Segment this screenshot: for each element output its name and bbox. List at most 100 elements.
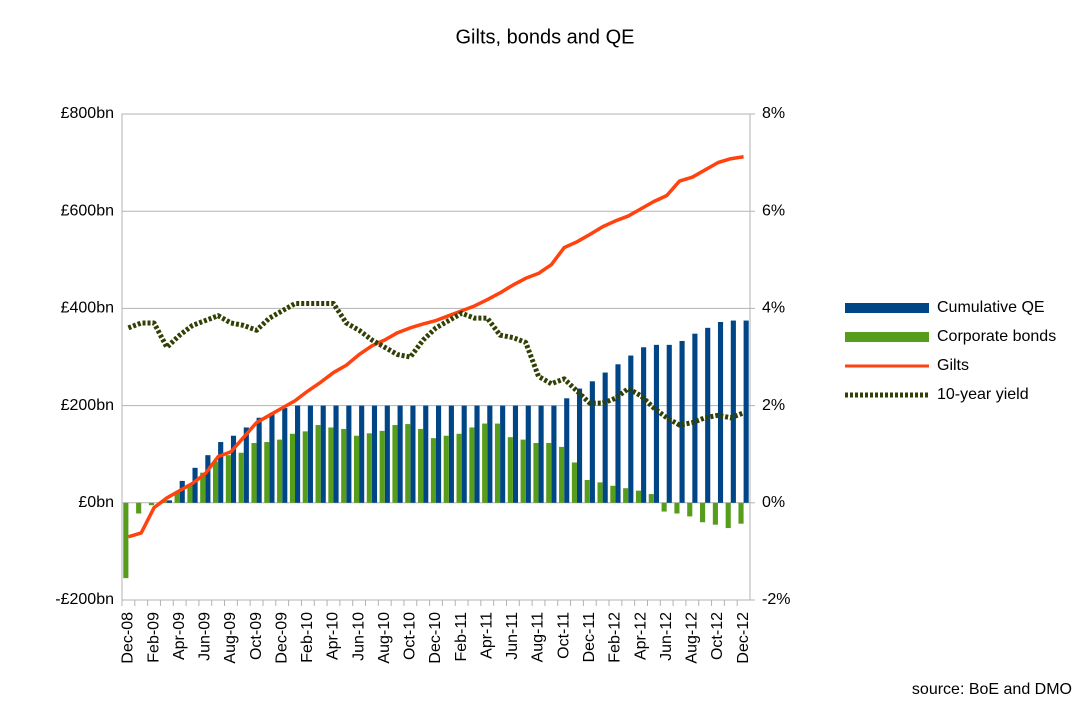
- bar: [166, 500, 172, 503]
- y-tick-label: £600bn: [61, 202, 114, 219]
- bar: [282, 408, 288, 503]
- bar: [212, 461, 219, 503]
- legend-label: 10-year yield: [937, 386, 1029, 403]
- x-tick-label: Aug-09: [222, 612, 239, 664]
- x-tick-label: Aug-10: [376, 612, 393, 664]
- bar: [333, 405, 339, 503]
- bar: [700, 502, 706, 523]
- bar: [589, 381, 595, 503]
- bar: [520, 439, 526, 503]
- bar: [302, 431, 308, 503]
- bar: [187, 484, 193, 503]
- bar: [494, 423, 501, 503]
- bar: [179, 480, 185, 503]
- line: [127, 301, 745, 428]
- bar: [623, 488, 629, 503]
- bar: [730, 320, 736, 503]
- bar: [136, 502, 142, 514]
- x-tick-label: Aug-11: [530, 612, 547, 663]
- bar: [487, 405, 493, 503]
- bar: [243, 427, 249, 503]
- x-tick-label: Oct-09: [248, 612, 265, 660]
- legend-swatch: [845, 303, 929, 313]
- x-tick-label: Oct-10: [402, 612, 419, 660]
- bar: [346, 405, 352, 503]
- x-tick-label: Apr-10: [325, 612, 342, 660]
- bar: [448, 405, 454, 503]
- bar: [315, 425, 321, 503]
- x-tick-label: Apr-11: [478, 612, 495, 659]
- x-tick-label: Feb-09: [145, 612, 162, 663]
- bar: [384, 405, 390, 503]
- bar: [174, 492, 180, 503]
- y-tick-label: £200bn: [61, 397, 114, 414]
- x-tick-label: Jun-09: [197, 612, 214, 661]
- bar: [341, 428, 347, 503]
- x-tick-label: Dec-09: [273, 612, 290, 664]
- bar: [597, 482, 603, 503]
- bar: [418, 428, 424, 503]
- bar: [482, 423, 488, 503]
- bar: [533, 443, 539, 503]
- bar: [602, 372, 608, 503]
- bar: [507, 437, 513, 503]
- bar: [461, 405, 467, 503]
- bar: [436, 405, 442, 503]
- bar: [200, 472, 206, 503]
- y2-tick-label: 6%: [762, 202, 785, 219]
- x-tick-label: Oct-12: [709, 612, 726, 660]
- bar: [430, 438, 436, 503]
- bar: [456, 433, 462, 503]
- y-tick-label: -£200bn: [55, 591, 114, 608]
- bar: [366, 433, 372, 503]
- bar: [353, 435, 360, 503]
- x-tick-label: Aug-12: [684, 612, 701, 664]
- bar: [559, 446, 565, 503]
- bar: [379, 430, 385, 503]
- y-tick-label: £0bn: [78, 494, 114, 511]
- bar: [443, 435, 449, 503]
- bar: [712, 502, 718, 525]
- bar: [264, 442, 270, 503]
- bar: [256, 417, 262, 503]
- bar: [469, 427, 475, 503]
- bar: [307, 405, 313, 503]
- x-tick-label: Jun-12: [658, 612, 675, 661]
- line: [127, 155, 744, 539]
- legend-swatch: [845, 332, 929, 342]
- chart-title: Gilts, bonds and QE: [456, 26, 635, 48]
- bar: [661, 502, 667, 512]
- x-tick-label: Feb-11: [453, 612, 470, 662]
- bar: [205, 455, 211, 503]
- bar: [628, 355, 634, 503]
- bar: [295, 405, 301, 503]
- legend-label: Corporate bonds: [937, 328, 1056, 345]
- bar: [500, 405, 506, 503]
- bar: [635, 490, 642, 503]
- bar: [615, 364, 621, 503]
- x-tick-label: Dec-11: [581, 612, 598, 662]
- bar: [423, 405, 429, 503]
- x-tick-label: Feb-10: [299, 612, 316, 663]
- y2-tick-label: 8%: [762, 105, 785, 122]
- bar: [289, 433, 296, 503]
- y2-tick-label: -2%: [762, 591, 790, 608]
- bar: [230, 435, 237, 503]
- bar: [328, 427, 334, 503]
- x-tick-label: Apr-09: [171, 612, 188, 660]
- bar: [687, 502, 693, 517]
- x-tick-label: Apr-12: [632, 612, 649, 660]
- y2-tick-label: 2%: [762, 397, 785, 414]
- y-tick-label: £400bn: [61, 300, 114, 317]
- y2-tick-label: 4%: [762, 300, 785, 317]
- bar: [564, 398, 570, 503]
- bar: [538, 405, 544, 503]
- y2-tick-label: 0%: [762, 494, 785, 511]
- bar: [610, 485, 616, 503]
- x-tick-label: Feb-12: [607, 612, 624, 663]
- bar: [359, 405, 365, 503]
- x-tick-label: Dec-08: [120, 612, 137, 664]
- bar: [743, 320, 749, 503]
- bar: [320, 405, 326, 503]
- bar: [674, 502, 680, 514]
